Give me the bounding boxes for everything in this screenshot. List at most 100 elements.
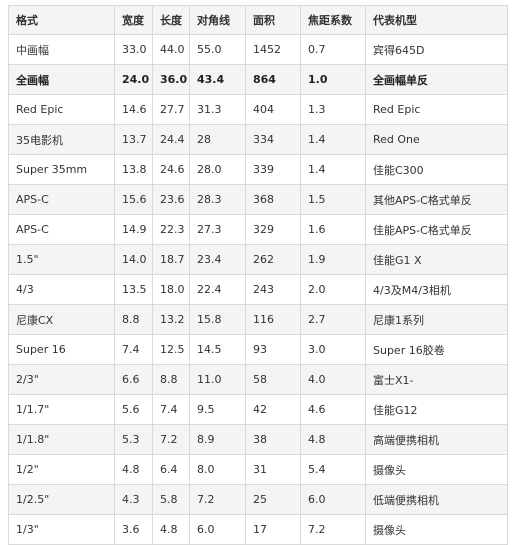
cell-length: 7.4: [152, 394, 190, 425]
column-header-length: 长度: [152, 5, 190, 35]
cell-format: 1/1.7": [8, 394, 115, 425]
cell-crop-factor: 1.6: [300, 214, 366, 245]
cell-crop-factor: 1.9: [300, 244, 366, 275]
cell-crop-factor: 1.4: [300, 154, 366, 185]
cell-area: 38: [245, 424, 301, 455]
cell-area: 17: [245, 514, 301, 545]
cell-format: 1/2": [8, 454, 115, 485]
cell-crop-factor: 4.8: [300, 424, 366, 455]
cell-width: 14.6: [114, 94, 153, 125]
table-row: 全画幅 24.0 36.0 43.4 864 1.0 全画幅单反: [8, 64, 508, 95]
cell-width: 24.0: [114, 64, 153, 95]
table-row: 1.5" 14.0 18.7 23.4 262 1.9 佳能G1 X: [8, 244, 508, 275]
cell-diagonal: 55.0: [189, 34, 246, 65]
table-row: 35电影机 13.7 24.4 28 334 1.4 Red One: [8, 124, 508, 155]
cell-length: 6.4: [152, 454, 190, 485]
cell-representative-model: 尼康1系列: [365, 304, 508, 335]
cell-width: 33.0: [114, 34, 153, 65]
cell-area: 116: [245, 304, 301, 335]
cell-length: 18.7: [152, 244, 190, 275]
cell-crop-factor: 0.7: [300, 34, 366, 65]
table-row: APS-C 15.6 23.6 28.3 368 1.5 其他APS-C格式单反: [8, 184, 508, 215]
cell-format: 4/3: [8, 274, 115, 305]
cell-representative-model: 宾得645D: [365, 34, 508, 65]
cell-representative-model: 摄像头: [365, 514, 508, 545]
cell-format: 1/1.8": [8, 424, 115, 455]
cell-diagonal: 6.0: [189, 514, 246, 545]
cell-crop-factor: 1.3: [300, 94, 366, 125]
cell-format: 尼康CX: [8, 304, 115, 335]
cell-area: 262: [245, 244, 301, 275]
column-header-representative-model: 代表机型: [365, 5, 508, 35]
cell-area: 864: [245, 64, 301, 95]
cell-width: 6.6: [114, 364, 153, 395]
cell-diagonal: 11.0: [189, 364, 246, 395]
table-row: Red Epic 14.6 27.7 31.3 404 1.3 Red Epic: [8, 94, 508, 125]
cell-area: 93: [245, 334, 301, 365]
table-row: 1/3" 3.6 4.8 6.0 17 7.2 摄像头: [8, 514, 508, 545]
cell-diagonal: 27.3: [189, 214, 246, 245]
cell-length: 12.5: [152, 334, 190, 365]
cell-diagonal: 8.0: [189, 454, 246, 485]
cell-area: 1452: [245, 34, 301, 65]
cell-width: 13.5: [114, 274, 153, 305]
cell-length: 36.0: [152, 64, 190, 95]
cell-format: 35电影机: [8, 124, 115, 155]
cell-area: 25: [245, 484, 301, 515]
cell-length: 5.8: [152, 484, 190, 515]
cell-diagonal: 28: [189, 124, 246, 155]
cell-representative-model: 佳能C300: [365, 154, 508, 185]
cell-representative-model: 其他APS-C格式单反: [365, 184, 508, 215]
table-body: 中画幅 33.0 44.0 55.0 1452 0.7 宾得645D 全画幅 24.0 36.0 4…: [8, 34, 508, 545]
cell-format: 全画幅: [8, 64, 115, 95]
column-header-area: 面积: [245, 5, 301, 35]
cell-length: 24.6: [152, 154, 190, 185]
table-row: 1/1.8" 5.3 7.2 8.9 38 4.8 高端便携相机: [8, 424, 508, 455]
cell-format: 1/2.5": [8, 484, 115, 515]
cell-diagonal: 15.8: [189, 304, 246, 335]
cell-length: 23.6: [152, 184, 190, 215]
cell-representative-model: 全画幅单反: [365, 64, 508, 95]
cell-crop-factor: 2.0: [300, 274, 366, 305]
cell-crop-factor: 5.4: [300, 454, 366, 485]
cell-width: 13.7: [114, 124, 153, 155]
cell-diagonal: 43.4: [189, 64, 246, 95]
cell-length: 24.4: [152, 124, 190, 155]
cell-format: 中画幅: [8, 34, 115, 65]
cell-diagonal: 28.3: [189, 184, 246, 215]
cell-format: 2/3": [8, 364, 115, 395]
cell-length: 18.0: [152, 274, 190, 305]
cell-crop-factor: 1.4: [300, 124, 366, 155]
cell-length: 8.8: [152, 364, 190, 395]
cell-crop-factor: 2.7: [300, 304, 366, 335]
cell-format: Red Epic: [8, 94, 115, 125]
cell-diagonal: 7.2: [189, 484, 246, 515]
cell-width: 5.6: [114, 394, 153, 425]
cell-width: 14.0: [114, 244, 153, 275]
table-row: 尼康CX 8.8 13.2 15.8 116 2.7 尼康1系列: [8, 304, 508, 335]
cell-width: 13.8: [114, 154, 153, 185]
cell-length: 4.8: [152, 514, 190, 545]
cell-area: 58: [245, 364, 301, 395]
cell-diagonal: 22.4: [189, 274, 246, 305]
cell-area: 368: [245, 184, 301, 215]
cell-representative-model: 高端便携相机: [365, 424, 508, 455]
cell-crop-factor: 4.6: [300, 394, 366, 425]
cell-width: 5.3: [114, 424, 153, 455]
table-row: Super 16 7.4 12.5 14.5 93 3.0 Super 16胶卷: [8, 334, 508, 365]
cell-crop-factor: 4.0: [300, 364, 366, 395]
table-header: 格式 宽度 长度 对角线 面积 焦距系数 代表机型: [8, 5, 508, 35]
column-header-format: 格式: [8, 5, 115, 35]
column-header-crop-factor: 焦距系数: [300, 5, 366, 35]
cell-format: 1.5": [8, 244, 115, 275]
cell-area: 339: [245, 154, 301, 185]
cell-width: 3.6: [114, 514, 153, 545]
cell-format: APS-C: [8, 214, 115, 245]
cell-crop-factor: 7.2: [300, 514, 366, 545]
cell-width: 14.9: [114, 214, 153, 245]
table-row: 4/3 13.5 18.0 22.4 243 2.0 4/3及M4/3相机: [8, 274, 508, 305]
cell-representative-model: Red One: [365, 124, 508, 155]
cell-area: 31: [245, 454, 301, 485]
cell-representative-model: 佳能G1 X: [365, 244, 508, 275]
cell-area: 334: [245, 124, 301, 155]
